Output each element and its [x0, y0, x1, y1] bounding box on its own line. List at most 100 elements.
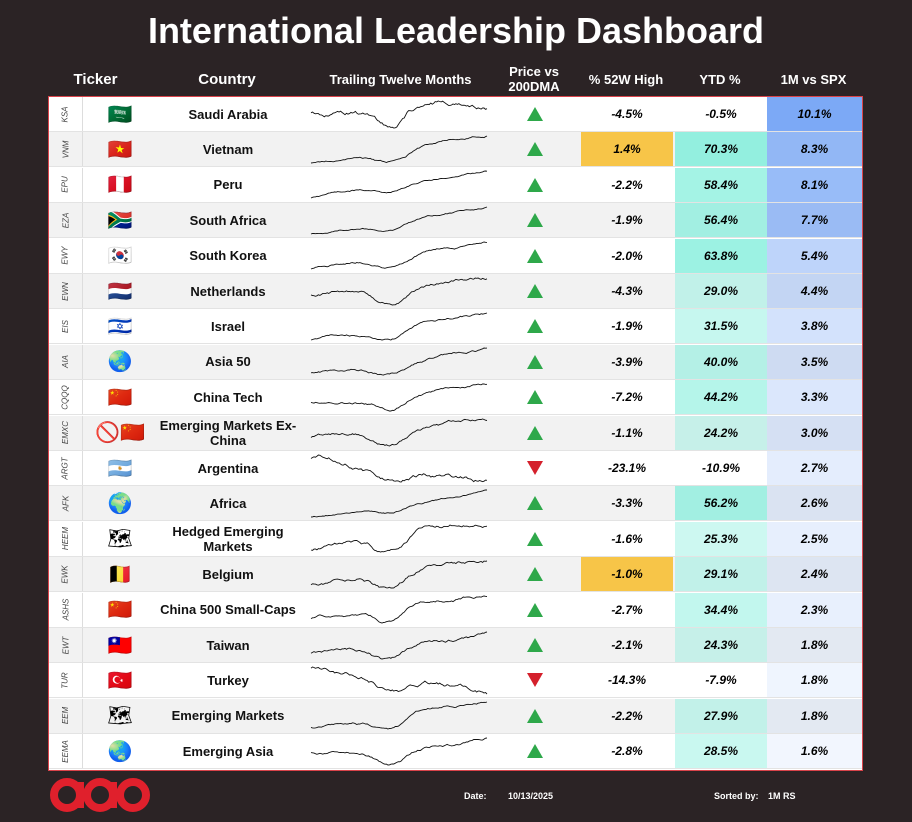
- sparkline: [310, 241, 488, 270]
- header-price-vs-line1: Price vs: [509, 64, 559, 79]
- table-row: EZA 🇿🇦 South Africa -1.9% 56.4% 7.7%: [49, 203, 862, 239]
- rs-vs-spx: 2.3%: [767, 592, 862, 627]
- country-name: Vietnam: [202, 141, 254, 157]
- pct-52w-high: -2.1%: [611, 638, 643, 652]
- price-vs-200dma-cell: [507, 734, 563, 768]
- table-row: VNM 🇻🇳 Vietnam 1.4% 70.3% 8.3%: [49, 132, 862, 168]
- rs-vs-spx: 1.8%: [767, 698, 862, 733]
- country-name: Turkey: [207, 672, 249, 688]
- pct-52w-high: -2.7%: [611, 602, 643, 617]
- pct-52w-high: -1.0%: [581, 557, 673, 592]
- ticker-cell: AIA: [49, 344, 83, 379]
- sparkline: [310, 737, 488, 766]
- price-vs-200dma-cell: [507, 168, 563, 202]
- table-row: KSA 🇸🇦 Saudi Arabia -4.5% -0.5% 10.1%: [49, 97, 862, 132]
- sorted-label: Sorted by:: [714, 791, 759, 801]
- sparkline-cell: [309, 663, 489, 697]
- table-header: Ticker Country Trailing Twelve Months Pr…: [48, 62, 863, 96]
- pct-52w-high: -2.0%: [611, 248, 643, 263]
- trend-up-icon: [527, 284, 543, 298]
- trend-up-icon: [527, 708, 543, 723]
- sparkline: [310, 595, 488, 624]
- ticker: EWN: [60, 281, 70, 301]
- pct-52w-high: -1.9%: [611, 213, 643, 228]
- trend-down-icon: [527, 673, 543, 688]
- ytd-pct: -0.5%: [675, 97, 767, 131]
- rs-vs-spx: 8.1%: [767, 167, 862, 202]
- sparkline-cell: [309, 274, 489, 308]
- ticker: CQQQ: [60, 384, 70, 410]
- rs-vs-spx: 4.4%: [767, 274, 862, 308]
- sparkline-cell: [309, 203, 489, 237]
- rs-vs-spx: 3.3%: [767, 380, 862, 415]
- pct-52w-high: -3.9%: [611, 354, 643, 369]
- ytd-pct: -10.9%: [675, 451, 767, 485]
- price-vs-200dma-cell: [507, 380, 563, 414]
- ticker: EWK: [60, 565, 70, 584]
- trend-up-icon: [527, 531, 543, 546]
- country-flag-icon: 🇧🇪: [107, 563, 133, 586]
- trend-up-icon: [527, 567, 543, 582]
- sparkline: [310, 666, 488, 695]
- sparkline-cell: [309, 522, 489, 556]
- header-ttm: Trailing Twelve Months: [329, 71, 472, 87]
- country-flag-icon: 🇹🇷: [107, 669, 133, 692]
- sparkline: [310, 100, 488, 128]
- ticker: EZA: [61, 212, 70, 228]
- country-flag-icon: 🗺: [107, 528, 133, 551]
- trend-up-icon: [527, 496, 543, 511]
- country-flag-icon: 🌍: [107, 492, 133, 515]
- footer: Date: 10/13/2025 Sorted by: 1M RS: [0, 772, 912, 822]
- price-vs-200dma-cell: [507, 309, 563, 343]
- price-vs-200dma-cell: [507, 239, 563, 273]
- country-name: Asia 50: [205, 354, 251, 370]
- pct-52w-high: -2.2%: [611, 177, 643, 192]
- ytd-pct: 40.0%: [675, 344, 767, 379]
- pct-52w-high: -1.1%: [611, 425, 643, 440]
- sparkline: [310, 489, 487, 518]
- ticker-cell: EWN: [49, 274, 83, 308]
- rs-vs-spx: 10.1%: [767, 97, 862, 131]
- table-row: CQQQ 🇨🇳 China Tech -7.2% 44.2% 3.3%: [49, 380, 862, 416]
- ticker: EMXC: [61, 421, 70, 445]
- ticker: VNM: [61, 140, 70, 159]
- ticker-cell: EWK: [49, 557, 83, 592]
- ticker-cell: AFK: [49, 486, 83, 521]
- rs-vs-spx: 3.5%: [767, 344, 862, 379]
- country-name: Netherlands: [190, 283, 266, 299]
- ticker: AIA: [61, 355, 70, 369]
- ytd-pct: 29.0%: [675, 274, 767, 308]
- header-pct-52w-high: % 52W High: [588, 71, 664, 87]
- country-name: Argentina: [197, 460, 259, 476]
- country-name: Hedged Emerging Markets: [172, 523, 284, 554]
- ticker-cell: EWY: [49, 238, 83, 273]
- ticker-cell: EEMA: [49, 734, 83, 769]
- header-price-vs-200dma: Price vs 200DMA: [498, 62, 570, 96]
- trend-up-icon: [527, 354, 543, 369]
- ticker: EIS: [61, 319, 70, 333]
- sparkline-cell: [309, 593, 489, 627]
- ticker-cell: EMXC: [49, 415, 83, 450]
- country-name: South Korea: [189, 248, 267, 264]
- table-row: EWY 🇰🇷 South Korea -2.0% 63.8% 5.4%: [49, 238, 862, 274]
- sparkline: [310, 347, 488, 376]
- sparkline-cell: [309, 557, 489, 591]
- pct-52w-high: -23.1%: [607, 461, 647, 475]
- sparkline: [310, 524, 488, 553]
- sparkline: [310, 312, 488, 341]
- ticker: EEM: [61, 707, 70, 725]
- table-row: EEM 🗺 Emerging Markets -2.2% 27.9% 1.8%: [49, 698, 862, 734]
- ticker-cell: EEM: [49, 698, 83, 733]
- ticker: EWY: [60, 246, 70, 265]
- price-vs-200dma-cell: [507, 345, 563, 379]
- ytd-pct: 44.2%: [675, 380, 767, 415]
- price-vs-200dma-cell: [507, 97, 563, 131]
- country-flag-icon: 🇮🇱: [107, 315, 133, 338]
- ticker-cell: TUR: [49, 663, 83, 698]
- header-price-vs-line2: 200DMA: [508, 79, 560, 94]
- country-flag-icon: 🇻🇳: [107, 138, 133, 161]
- date-label: Date:: [464, 791, 487, 801]
- dashboard-title: International Leadership Dashboard: [147, 10, 765, 51]
- pct-52w-high: -4.5%: [611, 107, 643, 121]
- ticker-cell: ASHS: [49, 592, 83, 627]
